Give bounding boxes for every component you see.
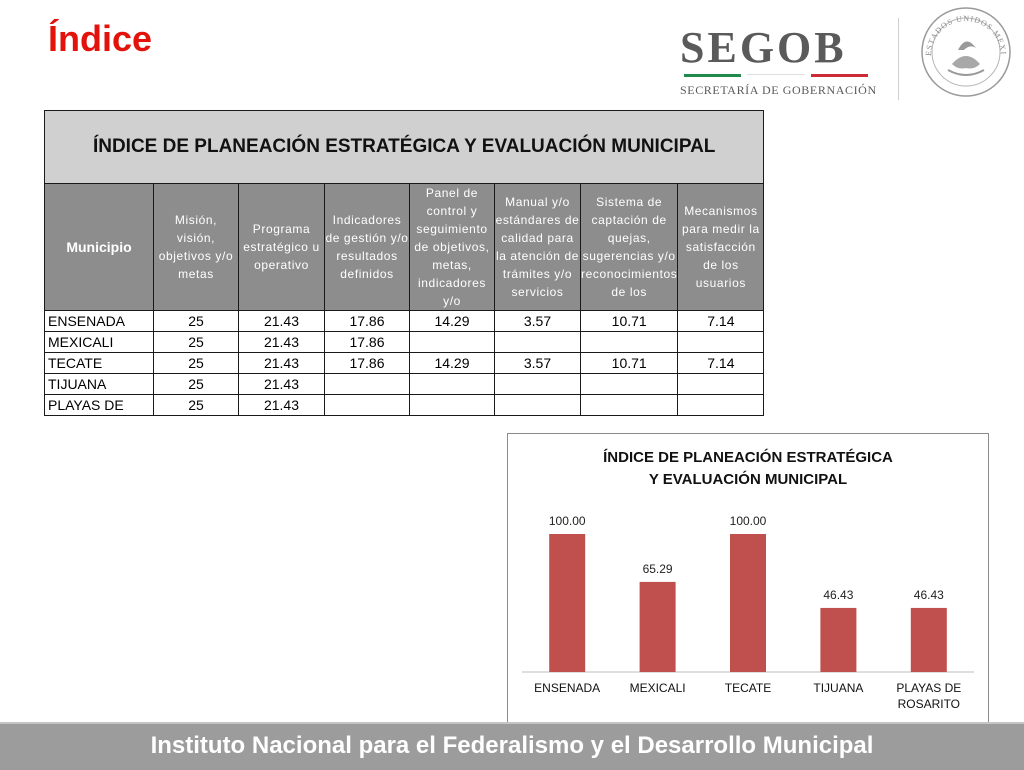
- chart-title-line: Y EVALUACIÓN MUNICIPAL: [649, 470, 847, 488]
- bar-playas-de-rosarito: [910, 607, 947, 672]
- table-cell: 17.86: [324, 331, 410, 353]
- logo-name: SEGOB: [680, 23, 847, 72]
- segob-logo: SEGOB SECRETARÍA DE GOBERNACIÓN: [680, 26, 880, 98]
- page-title: Índice: [48, 18, 153, 59]
- table-cell: 3.57: [494, 352, 581, 374]
- table-cell: 14.29: [409, 352, 495, 374]
- table-cell: [324, 373, 410, 395]
- table-cell: [677, 373, 765, 395]
- bar-ensenada: [549, 534, 586, 672]
- table-cell: [579, 394, 679, 416]
- cell-municipio: PLAYAS DE: [44, 394, 154, 416]
- table-cell: [409, 373, 495, 395]
- table-cell: 21.43: [238, 310, 325, 332]
- chart-panel: ÍNDICE DE PLANEACIÓN ESTRATÉGICA Y EVALUA…: [507, 433, 989, 723]
- logo-flag-bars: [684, 74, 868, 78]
- table-cell: 25: [153, 394, 239, 416]
- table-cell: [409, 394, 495, 416]
- table-row: PLAYAS DE 25 21.43: [44, 394, 765, 416]
- table-cell: 7.14: [677, 352, 765, 374]
- table-cell: 7.14: [677, 310, 765, 332]
- table-cell: 21.43: [238, 394, 325, 416]
- national-seal-icon: ESTADOS UNIDOS MEXICANOS: [918, 4, 1011, 97]
- table-cell: 10.71: [579, 310, 679, 332]
- cell-municipio: TIJUANA: [44, 373, 154, 395]
- bar-chart: ÍNDICE DE PLANEACIÓN ESTRATÉGICA Y EVALUA…: [522, 448, 974, 711]
- table-cell: 21.43: [238, 352, 325, 374]
- table-cell: 10.71: [579, 352, 679, 374]
- x-tick-label: PLAYAS DE: [896, 681, 961, 695]
- x-tick-label: TECATE: [725, 681, 771, 695]
- bar-tecate: [730, 534, 766, 672]
- data-label: 46.43: [914, 588, 944, 602]
- table-cell: [494, 331, 581, 353]
- logo-divider: [898, 18, 899, 100]
- cell-municipio: ENSENADA: [44, 310, 154, 332]
- header-municipio: Municipio: [44, 183, 154, 311]
- header-mision: Misión, visión, objetivos y/o metas: [153, 183, 239, 311]
- table-row: TECATE 25 21.43 17.86 14.29 3.57 10.71 7…: [44, 352, 765, 374]
- header-mecanismos: Mecanismos para medir la satisfacción de…: [677, 183, 765, 311]
- table-cell: [677, 331, 765, 353]
- bar-mexicali: [639, 581, 676, 672]
- table-cell: 17.86: [324, 352, 410, 374]
- table-cell: 3.57: [494, 310, 581, 332]
- logo-subtitle: SECRETARÍA DE GOBERNACIÓN: [680, 83, 877, 97]
- table-cell: 25: [153, 352, 239, 374]
- table-cell: [677, 394, 765, 416]
- cell-municipio: TECATE: [44, 352, 154, 374]
- x-tick-label: MEXICALI: [630, 681, 686, 695]
- table-cell: 21.43: [238, 373, 325, 395]
- data-label: 100.00: [549, 514, 586, 528]
- table-row: ENSENADA 25 21.43 17.86 14.29 3.57 10.71…: [44, 310, 765, 332]
- table-cell: [409, 331, 495, 353]
- table-cell: [494, 394, 581, 416]
- table-cell: [494, 373, 581, 395]
- footer-bar: Instituto Nacional para el Federalismo y…: [0, 722, 1024, 770]
- table-cell: [324, 394, 410, 416]
- bar-tijuana: [820, 607, 857, 672]
- table-cell: 21.43: [238, 331, 325, 353]
- table-cell: 14.29: [409, 310, 495, 332]
- table-cell: [579, 331, 679, 353]
- header-panel: Panel de control y seguimiento de objeti…: [409, 183, 495, 311]
- table-header-row: Municipio Misión, visión, objetivos y/o …: [44, 183, 765, 311]
- x-tick-label: ROSARITO: [898, 697, 960, 711]
- header-programa: Programa estratégico u operativo: [238, 183, 325, 311]
- table-cell: 25: [153, 310, 239, 332]
- chart-title-line: ÍNDICE DE PLANEACIÓN ESTRATÉGICA: [603, 448, 893, 466]
- table-title: ÍNDICE DE PLANEACIÓN ESTRATÉGICA Y EVALU…: [43, 110, 765, 184]
- table-cell: 17.86: [324, 310, 410, 332]
- header-manual: Manual y/o estándares de calidad para la…: [494, 183, 581, 311]
- x-tick-label: ENSENADA: [534, 681, 600, 695]
- table-row: MEXICALI 25 21.43 17.86: [44, 331, 765, 353]
- table-cell: [579, 373, 679, 395]
- table-cell: 25: [153, 331, 239, 353]
- table-cell: 25: [153, 373, 239, 395]
- footer-text: Instituto Nacional para el Federalismo y…: [150, 732, 874, 759]
- data-label: 46.43: [823, 588, 853, 602]
- data-label: 65.29: [643, 562, 673, 576]
- index-table: ÍNDICE DE PLANEACIÓN ESTRATÉGICA Y EVALU…: [43, 110, 765, 416]
- table-row: TIJUANA 25 21.43: [44, 373, 765, 395]
- header-indicadores: Indicadores de gestión y/o resultados de…: [324, 183, 410, 311]
- data-label: 100.00: [730, 514, 767, 528]
- cell-municipio: MEXICALI: [44, 331, 154, 353]
- x-tick-label: TIJUANA: [813, 681, 863, 695]
- header-sistema: Sistema de captación de quejas, sugerenc…: [579, 183, 679, 311]
